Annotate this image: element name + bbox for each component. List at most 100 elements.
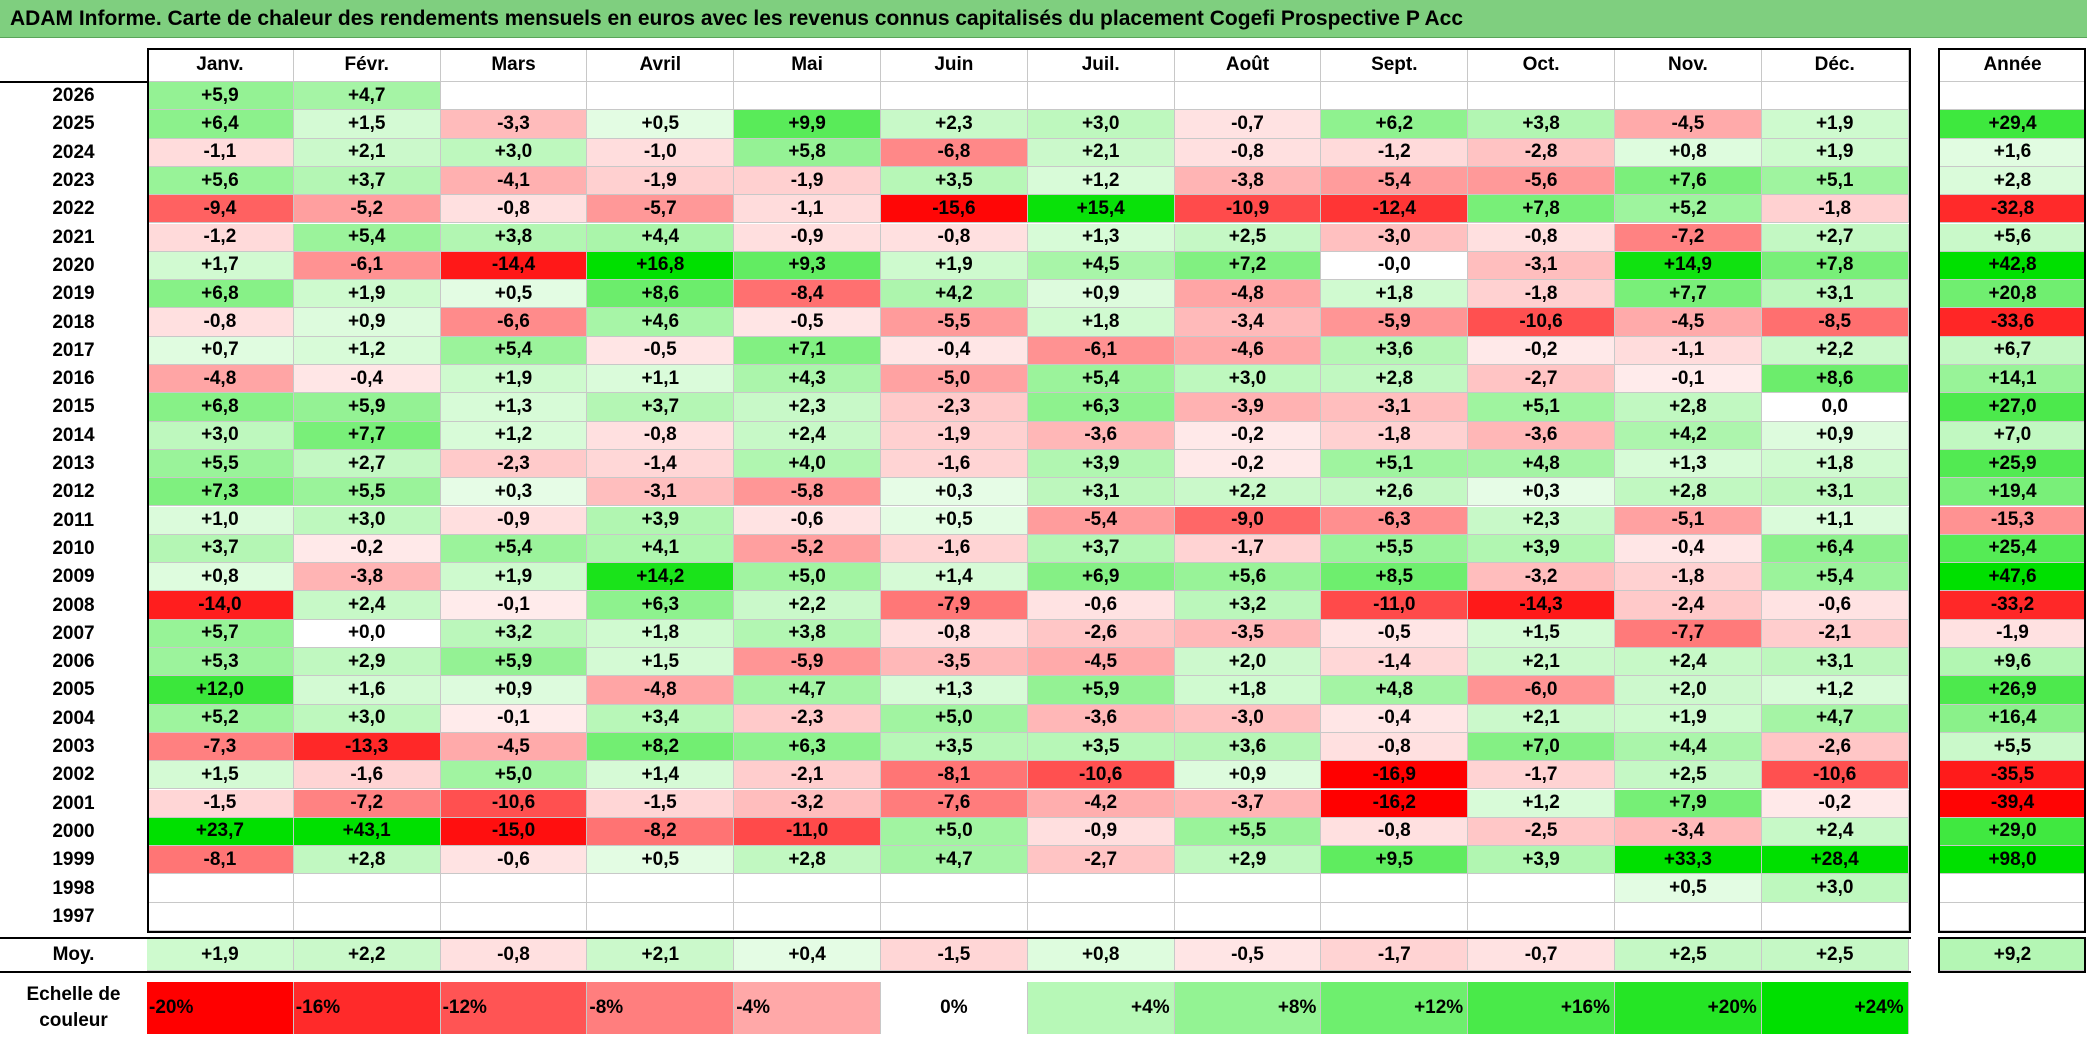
year-label: 1998 (52, 877, 95, 899)
annual-cell: -33,2 (1940, 591, 2086, 620)
heatmap-cell: +3,8 (440, 223, 588, 252)
heatmap-cell: +43,1 (293, 817, 441, 847)
heatmap-cell: +1,7 (147, 251, 294, 281)
annual-cell: -15,3 (1940, 506, 2086, 535)
heatmap-cell: +6,3 (587, 591, 735, 620)
heatmap-cell: -1,9 (587, 166, 735, 196)
heatmap-cell: -3,8 (1174, 166, 1322, 196)
heatmap-cell: -0,7 (1174, 110, 1322, 139)
heatmap-cell: +2,4 (734, 421, 881, 450)
year-label: 2008 (52, 594, 95, 616)
heatmap-cell: -5,6 (1468, 166, 1615, 196)
heatmap-cell: +3,1 (1761, 280, 1909, 309)
heatmap-cell (1615, 902, 1762, 931)
heatmap-cell: -15,6 (881, 195, 1028, 224)
heatmap-cell: +3,6 (1321, 336, 1469, 365)
heatmap-cell: +5,6 (1174, 563, 1322, 592)
heatmap-cell: -2,7 (1027, 846, 1175, 875)
heatmap-cell: +14,2 (587, 563, 735, 592)
year-label: 2021 (52, 226, 95, 248)
heatmap-cell: -1,9 (881, 421, 1028, 450)
scale-label: Echelle de couleur (0, 982, 147, 1034)
annual-cell: +6,7 (1940, 336, 2086, 365)
heatmap-cell: +5,0 (734, 563, 881, 592)
heatmap-cell: +3,7 (1027, 534, 1175, 564)
year-label: 2026 (52, 85, 95, 107)
heatmap-cell: +3,0 (1174, 365, 1322, 394)
heatmap-cell: -0,6 (1761, 591, 1909, 620)
year-label: 2003 (52, 736, 95, 758)
annual-cell: -33,6 (1940, 308, 2086, 337)
heatmap-cell: +4,8 (1321, 676, 1469, 705)
scale-step: +12% (1321, 982, 1469, 1034)
heatmap-cell (1174, 874, 1322, 903)
heatmap-cell: -0,5 (1321, 619, 1469, 648)
average-cell: +2,5 (1761, 939, 1909, 971)
heatmap-cell: -5,9 (734, 648, 881, 677)
heatmap-cell: -3,6 (1468, 421, 1615, 450)
heatmap-cell: -10,6 (1468, 308, 1615, 337)
heatmap-cell: -4,5 (1615, 308, 1762, 337)
heatmap-cell: -1,9 (734, 166, 881, 196)
heatmap-cell: +4,7 (1761, 704, 1909, 733)
average-cell: +2,5 (1615, 939, 1762, 971)
heatmap-cell: +7,7 (293, 421, 441, 450)
heatmap-cell: +1,3 (881, 676, 1028, 705)
heatmap-cell: +3,1 (1761, 478, 1909, 507)
heatmap-cell: -2,8 (1468, 138, 1615, 167)
heatmap-cell: +0,9 (1027, 280, 1175, 309)
heatmap-cell: +7,1 (734, 336, 881, 365)
heatmap-cell: +3,4 (587, 704, 735, 733)
heatmap-cell: +3,7 (147, 534, 294, 564)
annual-cell: +5,5 (1940, 732, 2086, 762)
heatmap-cell: +1,9 (1761, 138, 1909, 167)
year-label: 2016 (52, 368, 95, 390)
month-header: Avril (587, 48, 735, 82)
heatmap-cell: -0,2 (1761, 789, 1909, 818)
heatmap-cell: -9,0 (1174, 506, 1322, 535)
heatmap-cell: -1,1 (1615, 336, 1762, 365)
annual-cell: +19,4 (1940, 478, 2086, 507)
heatmap-cell: +2,5 (1615, 761, 1762, 790)
heatmap-cell: -2,6 (1761, 732, 1909, 762)
heatmap-cell (881, 902, 1028, 931)
heatmap-cell: +3,9 (1027, 449, 1175, 479)
heatmap-cell: -0,9 (440, 506, 588, 535)
annual-header: Année (1940, 48, 2086, 82)
heatmap-cell: -3,0 (1174, 704, 1322, 733)
heatmap-cell: +5,4 (440, 534, 588, 564)
heatmap-cell: +3,5 (881, 166, 1028, 196)
heatmap-cell: +4,5 (1027, 251, 1175, 281)
heatmap-cell: -2,1 (734, 761, 881, 790)
heatmap-cell: +3,0 (440, 138, 588, 167)
average-cell: +2,1 (587, 939, 735, 971)
heatmap-cell: +1,9 (1615, 704, 1762, 733)
average-cell: +0,8 (1027, 939, 1175, 971)
heatmap-cell: -7,3 (147, 732, 294, 762)
heatmap-cell: +12,0 (147, 676, 294, 705)
heatmap-cell: -8,1 (881, 761, 1028, 790)
heatmap-cell: -11,0 (734, 817, 881, 847)
heatmap-cell: +0,7 (147, 336, 294, 365)
year-label: 1997 (52, 905, 95, 927)
heatmap-cell: +1,9 (1761, 110, 1909, 139)
heatmap-cell: +0,5 (587, 110, 735, 139)
heatmap-cell: -1,8 (1468, 280, 1615, 309)
heatmap-cell: +2,9 (1174, 846, 1322, 875)
heatmap-cell: -0,8 (587, 421, 735, 450)
annual-cell: -39,4 (1940, 789, 2086, 818)
heatmap-cell: -0,8 (1321, 817, 1469, 847)
heatmap-cell: -3,4 (1615, 817, 1762, 847)
heatmap-cell: -2,3 (440, 449, 588, 479)
heatmap-cell: -0,8 (881, 619, 1028, 648)
month-header: Août (1174, 48, 1322, 82)
year-label: 1999 (52, 849, 95, 871)
heatmap-cell: -3,5 (1174, 619, 1322, 648)
heatmap-cell (587, 874, 735, 903)
heatmap-cell: -0,1 (440, 591, 588, 620)
heatmap-cell: 0,0 (1761, 393, 1909, 422)
year-label: 2019 (52, 283, 95, 305)
heatmap-cell (734, 902, 881, 931)
heatmap-cell: -4,5 (440, 732, 588, 762)
heatmap-cell: +1,3 (1027, 223, 1175, 252)
